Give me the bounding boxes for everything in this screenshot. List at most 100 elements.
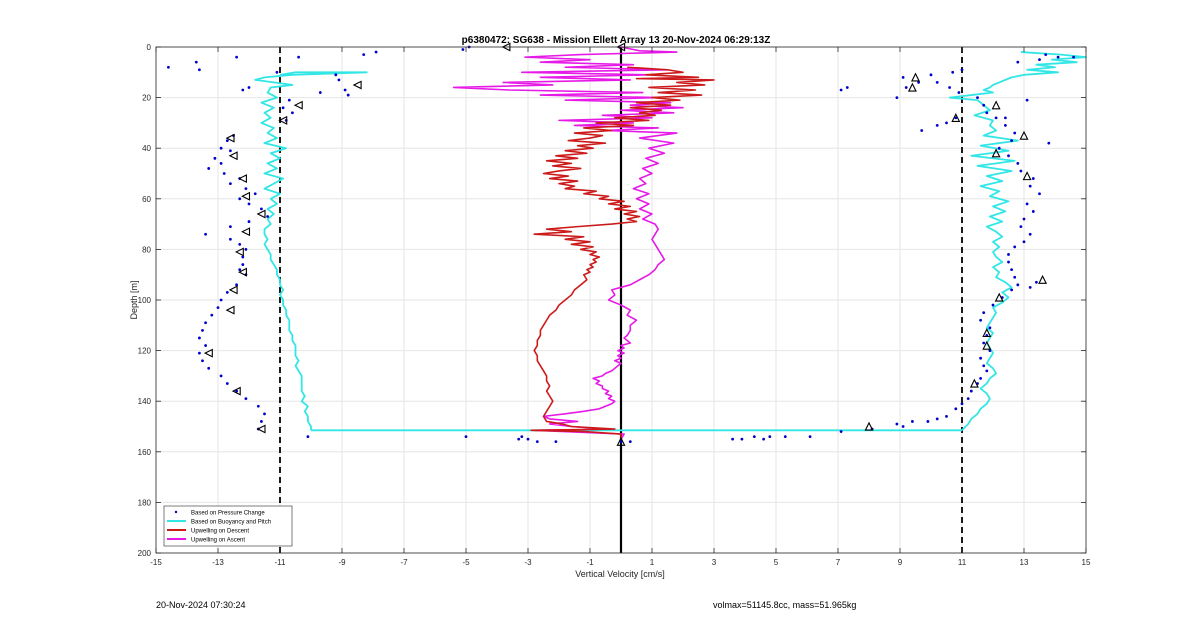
pressure-change-point [517, 437, 521, 441]
pressure-change-point [768, 435, 772, 439]
pressure-change-point [926, 420, 930, 423]
pressure-change-point [960, 402, 964, 406]
turn-marker [241, 191, 251, 201]
y-tick-label: 140 [138, 397, 152, 406]
pressure-change-point [244, 397, 248, 401]
pressure-change-point [244, 248, 248, 251]
pressure-change-point [554, 440, 558, 444]
pressure-change-point [281, 106, 285, 110]
pressure-change-point [1022, 240, 1026, 244]
y-axis-label: Depth [m] [129, 280, 139, 319]
pressure-change-point [1013, 245, 1017, 249]
x-tick-label: 9 [898, 558, 903, 567]
pressure-change-point [1038, 58, 1041, 62]
y-tick-label: 200 [138, 549, 152, 558]
pressure-change-point [945, 121, 948, 125]
pressure-change-point [740, 437, 744, 441]
y-tick-label: 180 [138, 498, 152, 507]
pressure-change-point [263, 412, 266, 416]
y-tick-label: 100 [138, 296, 152, 305]
pressure-change-point [216, 306, 220, 309]
pressure-change-point [374, 50, 378, 54]
pressure-change-point [219, 161, 223, 165]
pressure-change-point [1010, 268, 1013, 272]
pressure-change-point [1010, 139, 1013, 143]
pressure-change-point [954, 116, 958, 120]
pressure-change-point [1016, 161, 1020, 165]
footer-volmax-mass: volmax=51145.8cc, mass=51.965kg [713, 600, 857, 610]
pressure-change-point [219, 374, 223, 378]
pressure-change-point [935, 81, 939, 84]
pressure-change-point [991, 303, 995, 307]
y-tick-label: 120 [138, 347, 152, 356]
upwelling-ascent-line [452, 46, 684, 440]
turn-marker [616, 436, 626, 446]
pressure-change-point [167, 65, 170, 69]
pressure-change-point [204, 232, 208, 236]
pressure-change-point [229, 149, 232, 153]
legend-label: Upwelling on Descent [191, 529, 249, 535]
pressure-change-point [222, 172, 226, 175]
pressure-change-point [731, 437, 734, 441]
turn-marker [293, 100, 303, 110]
y-tick-label: 80 [142, 245, 151, 254]
x-tick-label: -3 [524, 558, 532, 567]
pressure-change-point [201, 328, 204, 332]
pressure-change-point [229, 182, 232, 186]
pressure-change-point [297, 55, 300, 59]
pressure-change-point [1028, 184, 1032, 188]
pressure-change-point [229, 225, 232, 229]
pressure-change-point [520, 435, 524, 439]
legend-label: Based on Pressure Change [191, 511, 265, 517]
pressure-change-point [979, 318, 982, 322]
buoyancy-pitch-surface-line [264, 71, 368, 79]
pressure-change-point [911, 420, 914, 423]
pressure-change-point [1031, 210, 1035, 213]
pressure-change-point [762, 437, 765, 441]
pressure-change-point [464, 435, 468, 439]
pressure-change-point [808, 435, 812, 439]
turn-marker [256, 209, 266, 219]
pressure-change-point [994, 116, 998, 120]
pressure-change-point [619, 440, 623, 444]
pressure-change-point [845, 86, 849, 89]
pressure-change-point [225, 139, 229, 143]
y-tick-label: 0 [147, 43, 152, 52]
pressure-change-point [904, 86, 908, 89]
turn-marker [911, 72, 920, 82]
pressure-change-point [929, 73, 933, 77]
pressure-change-point [988, 349, 992, 352]
pressure-change-point [920, 129, 924, 132]
pressure-change-point [1031, 177, 1035, 180]
turn-marker [234, 247, 244, 257]
pressure-change-point [247, 202, 251, 206]
pressure-change-point [256, 404, 260, 408]
pressure-change-point [628, 440, 632, 444]
turn-marker [256, 424, 266, 434]
x-axis-label: Vertical Velocity [cm/s] [575, 569, 665, 579]
pressure-change-point [1019, 169, 1023, 173]
pressure-change-point [985, 369, 989, 373]
pressure-change-point [235, 389, 239, 393]
pressure-change-point [1019, 225, 1023, 229]
pressure-change-point [979, 377, 982, 380]
pressure-change-point [1010, 288, 1013, 292]
pressure-change-point [253, 192, 257, 196]
pressure-change-point [948, 86, 951, 89]
pressure-change-point [343, 88, 347, 92]
pressure-change-point [526, 437, 530, 441]
pressure-change-point [346, 93, 350, 97]
buoyancy-pitch-descent-line [254, 76, 312, 431]
pressure-change-point [306, 435, 310, 439]
pressure-change-point [1004, 124, 1007, 127]
pressure-change-point [198, 68, 201, 72]
pressure-change-point [207, 366, 211, 370]
x-tick-label: 15 [1082, 558, 1091, 567]
turn-marker [982, 340, 992, 350]
pressure-change-point [752, 435, 756, 439]
axes: -15 -13 -11 -9 -7 -5 -3 -1 1 3 5 7 9 11 13 150204060801… [138, 43, 1091, 567]
plot-area [167, 42, 1087, 553]
pressure-change-point [969, 389, 973, 393]
pressure-change-point [241, 88, 245, 92]
upwelling-descent-line [530, 66, 715, 440]
